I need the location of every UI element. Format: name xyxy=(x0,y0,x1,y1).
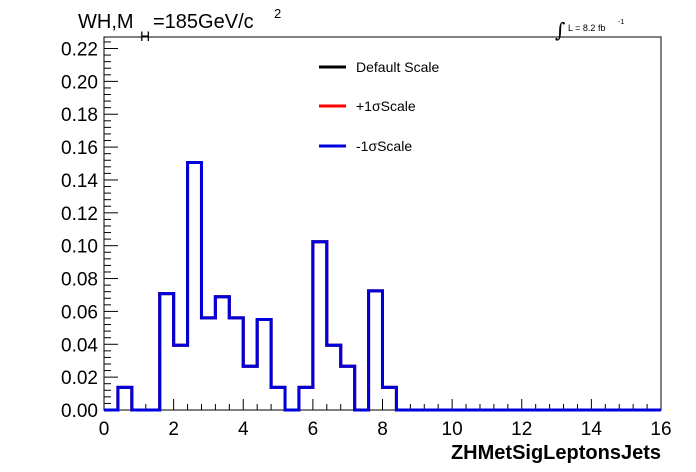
y-tick-label: 0.08 xyxy=(61,270,98,291)
histogram-series xyxy=(104,161,661,412)
legend-label-default: Default Scale xyxy=(356,59,439,75)
chart-title-superscript: 2 xyxy=(274,6,281,21)
x-tick-label: 4 xyxy=(238,419,249,440)
x-tick-label: 10 xyxy=(442,419,463,440)
chart-title-value: =185GeV/c xyxy=(153,11,254,33)
luminosity-label: L = 8.2 fb xyxy=(568,23,605,33)
x-tick-label: 14 xyxy=(581,419,603,440)
histogram-series-2 xyxy=(104,161,661,412)
y-tick-label: 0.16 xyxy=(61,138,98,159)
chart-title-subscript: H xyxy=(140,28,150,44)
x-tick-label: 2 xyxy=(168,419,179,440)
legend-label-minus1sigma: -1σScale xyxy=(356,138,412,154)
luminosity-integral-symbol: ∫ xyxy=(555,18,565,42)
y-tick-label: 0.12 xyxy=(61,204,98,225)
legend: Default Scale +1σScale -1σScale xyxy=(319,59,439,154)
y-tick-label: 0.04 xyxy=(61,335,98,356)
luminosity-superscript: -1 xyxy=(618,19,624,26)
y-tick-label: 0.00 xyxy=(61,401,98,422)
x-tick-label: 12 xyxy=(511,419,532,440)
y-tick-label: 0.06 xyxy=(61,302,98,323)
y-axis-ticks: 0.00 0.02 0.04 0.06 0.08 0.10 0.12 0.14 0.16 0.18… xyxy=(61,40,118,422)
y-tick-label: 0.20 xyxy=(61,72,98,93)
y-tick-label: 0.14 xyxy=(61,171,98,192)
y-tick-label: 0.22 xyxy=(61,40,98,61)
x-tick-label: 8 xyxy=(377,419,388,440)
y-tick-label: 0.18 xyxy=(61,105,98,126)
y-tick-label: 0.10 xyxy=(61,237,98,258)
x-axis-label: ZHMetSigLeptonsJets xyxy=(451,442,661,464)
x-tick-label: 6 xyxy=(308,419,319,440)
chart-title: WH,M xyxy=(78,11,134,33)
x-tick-label: 16 xyxy=(650,419,671,440)
y-tick-label: 0.02 xyxy=(61,368,98,389)
legend-label-plus1sigma: +1σScale xyxy=(356,98,416,114)
x-tick-label: 0 xyxy=(99,419,110,440)
x-axis-ticks: 0 2 4 6 8 10 12 14 16 xyxy=(99,399,672,440)
